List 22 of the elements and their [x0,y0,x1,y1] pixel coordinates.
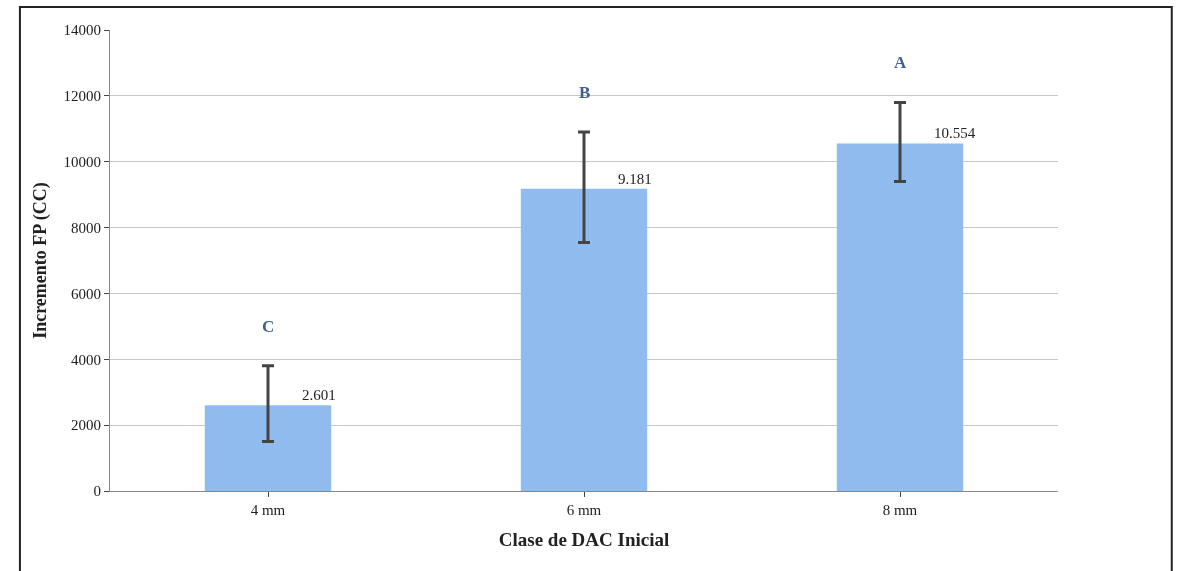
y-tick-label: 10000 [63,153,101,170]
y-tick-label: 2000 [71,417,101,434]
data-label: 10.554 [934,125,976,141]
annotation: C [262,317,275,336]
bar [520,188,648,491]
x-tick-label: 8 mm [882,502,918,518]
data-label: 2.601 [302,387,336,403]
data-label: 9.181 [618,171,652,187]
bar [204,405,332,491]
y-tick-label: 4000 [71,351,101,368]
y-tick-label: 6000 [71,285,101,302]
y-axis-title: Incremento FP (CC) [29,182,51,339]
y-tick-label: 8000 [71,219,101,236]
x-tick-label: 6 mm [566,502,602,518]
y-tick-label: 0 [93,483,101,500]
x-tick-label: 4 mm [250,502,286,518]
y-tick-label: 14000 [63,22,101,39]
y-tick-label: 12000 [63,88,101,105]
bar [836,143,964,491]
x-axis-title: Clase de DAC Inicial [498,528,670,550]
annotation: A [894,53,907,72]
annotation: B [579,83,591,102]
